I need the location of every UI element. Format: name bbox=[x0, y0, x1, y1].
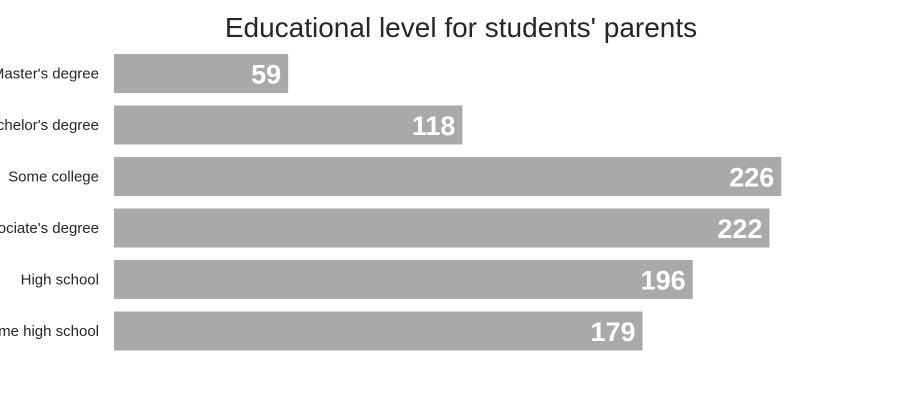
bar bbox=[114, 54, 289, 93]
category-tick-label: Some high school bbox=[0, 323, 99, 340]
bar-value-label: 59 bbox=[251, 60, 281, 90]
bar-value-label: 118 bbox=[412, 111, 456, 141]
category-tick-label: Master's degree bbox=[0, 66, 99, 83]
bar bbox=[114, 105, 463, 145]
bar bbox=[114, 208, 770, 248]
bar-value-label: 226 bbox=[729, 163, 774, 193]
bar bbox=[114, 157, 782, 196]
bar bbox=[114, 260, 693, 299]
chart-title: Educational level for students' parents bbox=[224, 12, 698, 43]
bar bbox=[114, 311, 643, 351]
bar-value-label: 179 bbox=[590, 317, 635, 347]
bar-value-label: 222 bbox=[717, 214, 762, 244]
category-tick-label: High school bbox=[21, 272, 99, 289]
category-tick-label: Some college bbox=[8, 169, 99, 186]
bar-value-label: 196 bbox=[641, 266, 686, 296]
category-tick-label: Bachelor's degree bbox=[0, 117, 99, 134]
category-tick-label: Associate's degree bbox=[0, 220, 99, 237]
